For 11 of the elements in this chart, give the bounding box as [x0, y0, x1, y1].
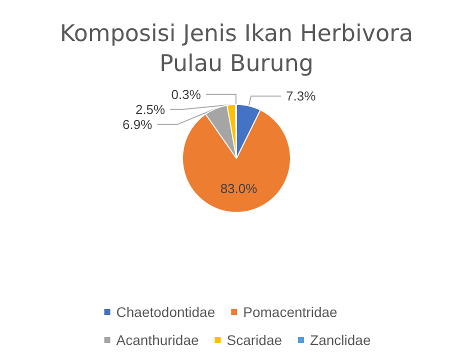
- legend-label: Pomacentridae: [243, 304, 338, 320]
- legend-label: Chaetodontidae: [116, 304, 216, 320]
- legend-label: Acanthuridae: [116, 332, 199, 348]
- legend-label: Zanclidae: [310, 332, 371, 348]
- data-label: 0.3%: [171, 86, 202, 102]
- data-label: 6.9%: [122, 116, 153, 132]
- data-label: 83.0%: [220, 180, 258, 196]
- chart-title: Komposisi Jenis Ikan Herbivora Pulau Burung: [60, 21, 414, 77]
- data-label: 7.3%: [286, 88, 316, 104]
- legend-label: Scaridae: [226, 332, 282, 348]
- data-label: 2.5%: [135, 102, 166, 117]
